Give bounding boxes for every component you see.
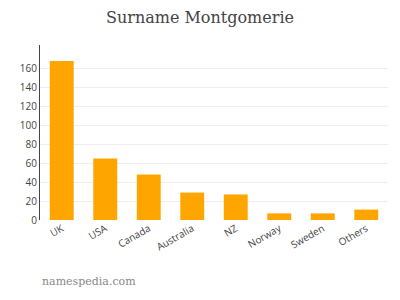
svg-text:60: 60 (26, 156, 38, 170)
svg-text:120: 120 (20, 99, 37, 113)
svg-text:NZ: NZ (221, 221, 240, 240)
svg-text:160: 160 (20, 61, 37, 75)
svg-text:Canada: Canada (115, 221, 153, 251)
svg-text:Norway: Norway (245, 220, 284, 251)
svg-text:UK: UK (47, 220, 66, 239)
svg-text:Surname Montgomerie: Surname Montgomerie (106, 8, 294, 27)
svg-text:Others: Others (336, 221, 371, 249)
svg-text:100: 100 (20, 118, 37, 132)
svg-text:80: 80 (26, 137, 38, 151)
svg-text:0: 0 (31, 213, 37, 227)
svg-text:140: 140 (20, 80, 37, 94)
svg-text:Australia: Australia (154, 221, 197, 254)
svg-text:20: 20 (26, 194, 38, 208)
svg-text:namespedia.com: namespedia.com (42, 275, 136, 288)
svg-text:40: 40 (26, 175, 38, 189)
svg-text:Sweden: Sweden (288, 221, 327, 251)
svg-text:USA: USA (86, 220, 110, 242)
